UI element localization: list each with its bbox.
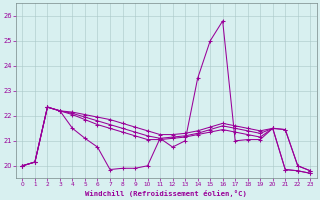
X-axis label: Windchill (Refroidissement éolien,°C): Windchill (Refroidissement éolien,°C) <box>85 190 247 197</box>
